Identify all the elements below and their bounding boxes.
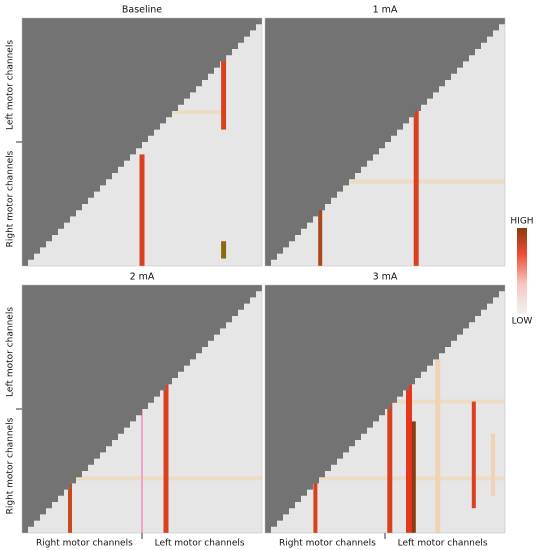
heatmap-column [313, 478, 318, 533]
upper-mask [22, 285, 268, 533]
upper-mask [22, 18, 268, 266]
panel-title: Baseline [122, 5, 162, 16]
heatmap-row [142, 110, 226, 115]
y-axis-label: Right motor channels [6, 417, 16, 514]
panel-title: 3 mA [373, 272, 398, 283]
heatmap-column [139, 154, 145, 266]
panel-title: 1 mA [373, 5, 398, 16]
y-axis-label: Right motor channels [6, 150, 16, 247]
heatmap-column [318, 179, 323, 266]
x-axis-label: Left motor channels [155, 539, 245, 549]
panel-frame [264, 17, 506, 267]
colorbar [517, 228, 527, 314]
upper-mask [265, 285, 511, 533]
heatmap-column [411, 421, 416, 533]
x-axis-label: Left motor channels [398, 539, 488, 549]
heatmap-column [221, 47, 227, 130]
heatmap-row [389, 399, 505, 404]
heatmap-column [491, 433, 495, 496]
heatmap-column [406, 384, 412, 533]
y-axis-label: Left motor channels [6, 40, 16, 130]
panel-title: 2 mA [130, 272, 155, 283]
heatmap-column [68, 483, 72, 533]
heatmap-column [413, 92, 419, 267]
heatmap-column [435, 359, 441, 533]
colorbar-low: LOW [512, 317, 533, 327]
heatmap-column [221, 241, 227, 259]
upper-mask [265, 18, 511, 266]
heatmap-column [387, 396, 393, 533]
x-axis-label: Right motor channels [36, 539, 133, 549]
heatmap-column [163, 384, 169, 533]
x-axis-label: Right motor channels [279, 539, 376, 549]
y-axis-label: Left motor channels [6, 307, 16, 397]
colorbar-high: HIGH [510, 217, 533, 227]
heatmap-column [471, 401, 476, 509]
